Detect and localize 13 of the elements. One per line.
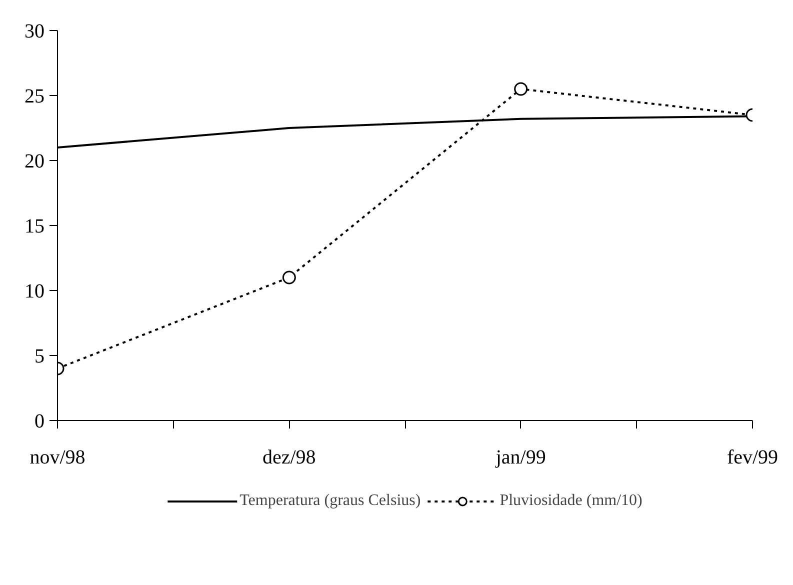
x-tick-label: fev/99 xyxy=(726,446,778,468)
legend-label: Pluviosidade (mm/10) xyxy=(500,492,642,510)
legend-label: Temperatura (graus Celsius) xyxy=(240,492,421,510)
y-tick-label: 5 xyxy=(34,346,44,368)
y-tick-label: 25 xyxy=(24,86,44,108)
y-tick-label: 0 xyxy=(34,410,44,432)
y-tick-label: 15 xyxy=(24,216,44,238)
y-tick-label: 20 xyxy=(24,150,44,172)
y-tick-label: 10 xyxy=(24,280,44,302)
x-tick-label: nov/98 xyxy=(30,446,86,468)
x-tick-label: dez/98 xyxy=(262,446,316,468)
x-tick-label: jan/99 xyxy=(494,446,546,468)
y-tick-label: 30 xyxy=(24,20,44,42)
